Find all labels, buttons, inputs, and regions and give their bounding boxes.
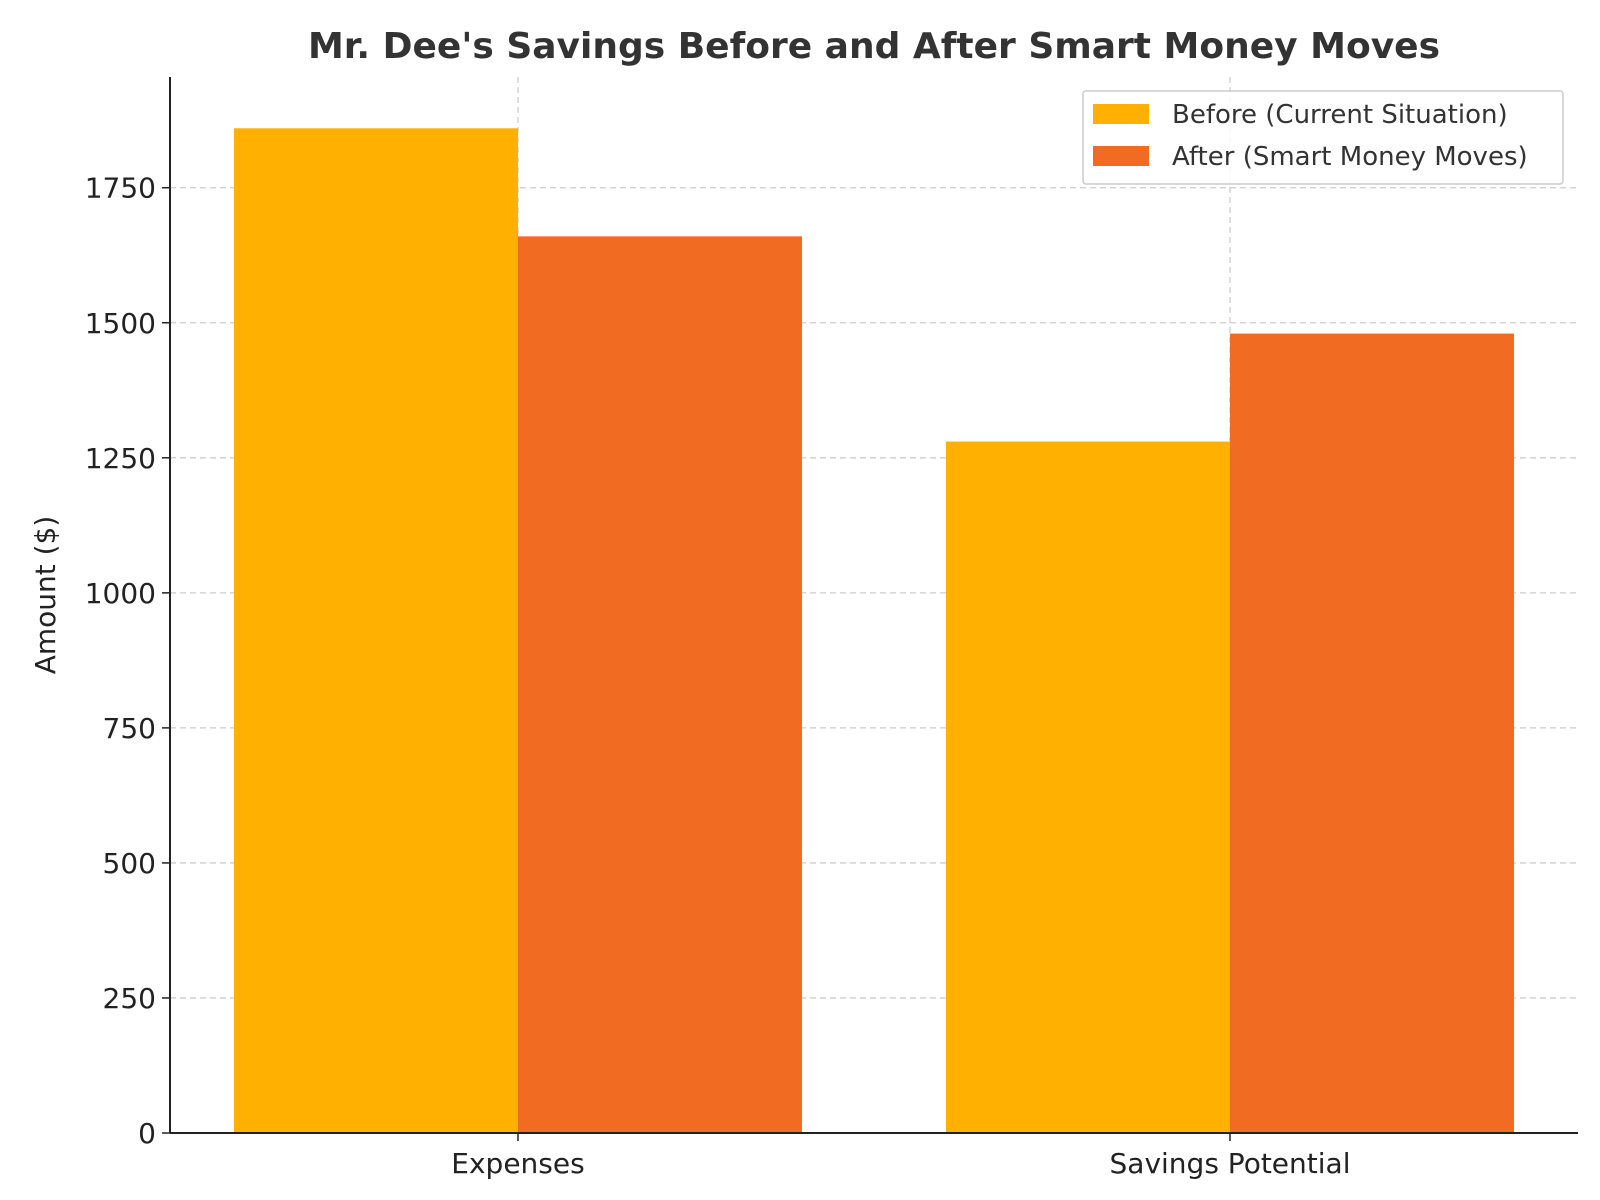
legend-label-0: Before (Current Situation) <box>1172 100 1508 130</box>
x-ticks: Expenses Savings Potential <box>451 1133 1350 1180</box>
y-tick-label-750: 750 <box>103 712 156 745</box>
x-tick-label-expenses: Expenses <box>451 1147 584 1180</box>
legend: Before (Current Situation) After (Smart M… <box>1082 90 1564 185</box>
legend-box <box>1082 90 1564 185</box>
x-tick-label-savings-potential: Savings Potential <box>1110 1147 1351 1180</box>
y-tick-label-1250: 1250 <box>85 442 156 475</box>
bar-after-expenses <box>518 236 802 1133</box>
y-ticks: 0 250 500 750 1000 1250 1500 1750 <box>85 172 170 1150</box>
y-tick-label-250: 250 <box>103 982 156 1015</box>
y-tick-label-0: 0 <box>138 1117 156 1150</box>
y-tick-label-1000: 1000 <box>85 577 156 610</box>
legend-swatch-0 <box>1093 104 1149 124</box>
chart-title: Mr. Dee's Savings Before and After Smart… <box>308 26 1440 67</box>
bars <box>234 128 1514 1133</box>
bar-after-savings-potential <box>1230 333 1514 1133</box>
y-tick-label-500: 500 <box>103 847 156 880</box>
y-tick-label-1500: 1500 <box>85 307 156 340</box>
bar-before-savings-potential <box>946 441 1230 1133</box>
axes <box>169 77 1578 1134</box>
bar-before-expenses <box>234 128 518 1133</box>
legend-swatch-1 <box>1093 146 1149 166</box>
legend-label-1: After (Smart Money Moves) <box>1172 142 1528 172</box>
y-axis-label: Amount ($) <box>29 516 62 675</box>
y-tick-label-1750: 1750 <box>85 172 156 205</box>
